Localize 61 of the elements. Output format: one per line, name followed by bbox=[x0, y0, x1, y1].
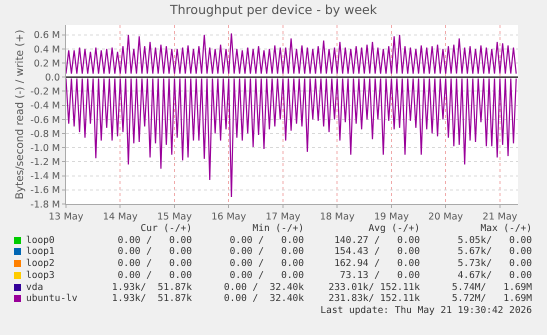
y-tick-label: -1.2 M bbox=[30, 157, 60, 168]
text: 0.00 / 32.40k bbox=[224, 293, 304, 304]
text: 0.00 / 0.00 bbox=[230, 234, 304, 246]
text: Max (-/+) bbox=[480, 223, 532, 234]
x-tick-label: 14 May bbox=[102, 211, 138, 222]
chart-title: Throughput per device - by week bbox=[169, 2, 378, 17]
y-tick-label: 0.6 M bbox=[34, 30, 60, 42]
legend-label: ubuntu-lv bbox=[26, 293, 78, 304]
legend-label: loop0 bbox=[26, 234, 55, 246]
y-tick-label: -0.2 M bbox=[30, 86, 60, 98]
text: 1.93k/ 51.87k bbox=[112, 282, 192, 292]
line-series bbox=[66, 78, 517, 198]
text: 1.93k/ 51.87k bbox=[112, 293, 192, 304]
text: 231.83k/ 152.11k bbox=[328, 293, 420, 304]
y-tick-label: -1.4 M bbox=[30, 171, 60, 182]
y-tick-label: -0.8 M bbox=[30, 128, 60, 140]
x-tick-label: 17 May bbox=[266, 211, 301, 222]
text: 162.94 / 0.00 bbox=[334, 258, 420, 270]
x-tick-label: 21 May bbox=[482, 211, 518, 222]
text: 0.00 / 0.00 bbox=[118, 246, 192, 258]
text: 73.13 / 0.00 bbox=[340, 270, 420, 281]
legend-label: vda bbox=[26, 282, 44, 292]
text: 0.00 / 0.00 bbox=[230, 270, 304, 281]
text: 140.27 / 0.00 bbox=[334, 234, 420, 246]
text: 5.74M/ 1.69M bbox=[452, 282, 532, 292]
text: 5.72M/ 1.69M bbox=[452, 293, 532, 304]
x-tick-label: 20 May bbox=[428, 211, 464, 222]
legend-label: loop1 bbox=[26, 246, 55, 258]
y-tick-label: -0.4 M bbox=[30, 100, 60, 112]
y-tick-label: -1.6 M bbox=[30, 185, 60, 196]
text: Cur (-/+) bbox=[140, 223, 192, 234]
text: 5.05k/ 0.00 bbox=[458, 234, 532, 246]
text: Last update: Thu May 21 19:30:42 2026 bbox=[320, 304, 532, 316]
x-tick-label: 13 May bbox=[48, 211, 84, 222]
text: 4.67k/ 0.00 bbox=[458, 270, 532, 281]
x-tick-label: 18 May bbox=[320, 211, 355, 222]
text: Avg (-/+) bbox=[368, 223, 420, 234]
y-tick-label: -1.0 M bbox=[30, 142, 60, 154]
text: 0.00 / 32.40k bbox=[224, 282, 304, 292]
text: 0.00 / 0.00 bbox=[230, 246, 304, 258]
x-tick-label: 15 May bbox=[157, 211, 192, 222]
legend-label: loop2 bbox=[26, 258, 55, 270]
text: 233.01k/ 152.11k bbox=[328, 282, 420, 292]
text: 0.00 / 0.00 bbox=[118, 234, 192, 246]
y-tick-label: 0.2 M bbox=[34, 58, 60, 70]
x-tick-label: 16 May bbox=[211, 211, 246, 222]
y-tick-label: 0.0 bbox=[44, 72, 60, 84]
x-tick-label: 19 May bbox=[374, 211, 410, 222]
text: 0.00 / 0.00 bbox=[118, 258, 192, 270]
y-tick-label: -1.8 M bbox=[30, 199, 60, 210]
legend-label: loop3 bbox=[26, 270, 55, 281]
y-axis-title: Bytes/second read (-) / write (+) bbox=[14, 30, 26, 200]
text: Min (-/+) bbox=[252, 223, 304, 234]
text: 0.00 / 0.00 bbox=[118, 270, 192, 281]
text: 154.43 / 0.00 bbox=[334, 246, 420, 258]
y-tick-label: 0.4 M bbox=[34, 44, 60, 56]
y-tick-label: -0.6 M bbox=[30, 114, 60, 126]
text: 5.67k/ 0.00 bbox=[458, 246, 532, 258]
text: 0.00 / 0.00 bbox=[230, 258, 304, 270]
line-series bbox=[66, 32, 517, 74]
text: 5.73k/ 0.00 bbox=[458, 258, 532, 270]
